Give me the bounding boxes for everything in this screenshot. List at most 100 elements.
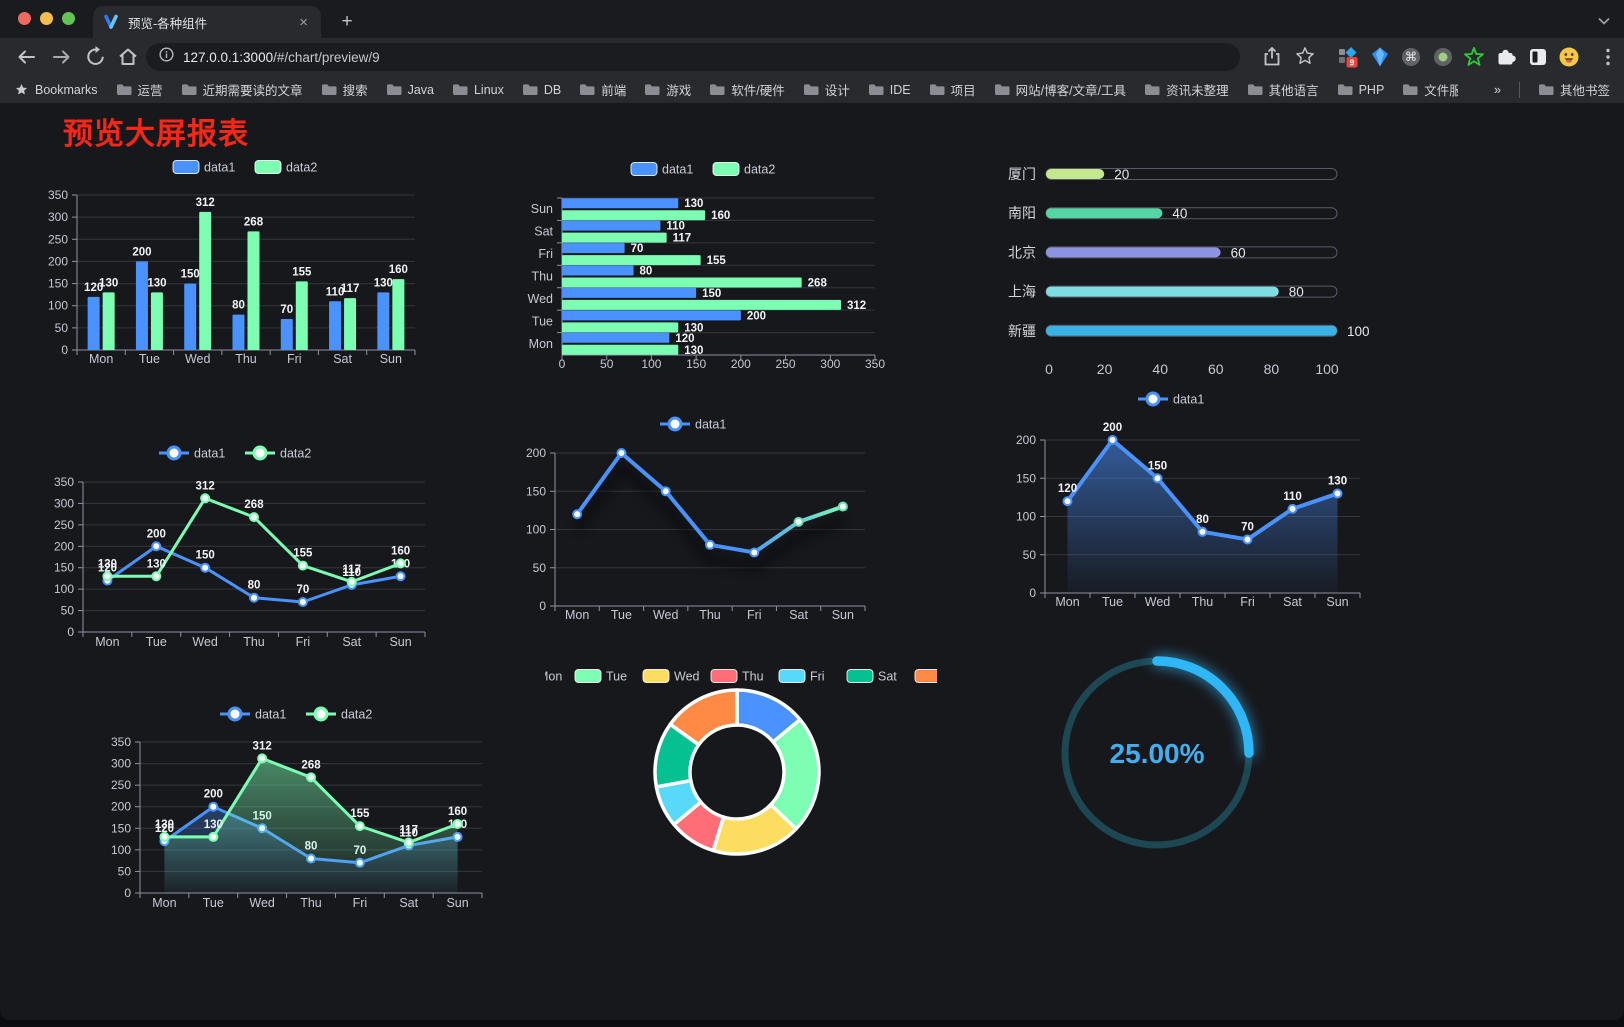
svg-text:250: 250 — [54, 518, 74, 532]
svg-text:117: 117 — [399, 825, 418, 837]
legend-item-data1[interactable]: data1 — [1138, 391, 1204, 407]
other-bookmarks-label: 其他书签 — [1559, 84, 1610, 98]
star-extension-icon[interactable] — [1462, 45, 1486, 69]
svg-text:Thu: Thu — [1192, 595, 1214, 609]
svg-text:155: 155 — [350, 808, 370, 820]
puzzle-extension-icon[interactable] — [1494, 45, 1518, 69]
apps-grid-extension-icon[interactable]: 9 — [1336, 45, 1360, 69]
bookmarks-manager-button[interactable]: Bookmarks — [14, 82, 98, 97]
legend-item-data2[interactable]: data2 — [245, 445, 311, 461]
forward-button[interactable] — [50, 45, 74, 69]
legend-item-Sun[interactable]: Sun — [914, 669, 968, 684]
svg-text:Tue: Tue — [606, 670, 627, 684]
folder-icon — [116, 84, 132, 95]
site-info-icon[interactable] — [158, 46, 175, 68]
svg-text:130: 130 — [374, 277, 393, 289]
window-zoom-button[interactable] — [62, 12, 75, 25]
bookmarks-overflow-button[interactable]: » — [1494, 82, 1501, 97]
legend-item-data1[interactable]: data1 — [220, 706, 286, 722]
bookmark-folder-搜索[interactable]: 搜索 — [321, 80, 368, 99]
svg-text:100: 100 — [111, 843, 131, 857]
tab-close-icon[interactable]: × — [299, 13, 308, 31]
legend-item-data2[interactable]: data2 — [712, 162, 775, 177]
svg-text:110: 110 — [326, 286, 345, 298]
svg-text:300: 300 — [111, 757, 131, 771]
svg-text:300: 300 — [48, 210, 68, 224]
window-close-button[interactable] — [18, 12, 31, 25]
legend-item-Fri[interactable]: Fri — [778, 669, 825, 684]
panel-extension-icon[interactable] — [1526, 45, 1550, 69]
legend-item-Wed[interactable]: Wed — [642, 669, 700, 684]
legend-item-data1[interactable]: data1 — [159, 445, 225, 461]
svg-text:Wed: Wed — [185, 352, 211, 366]
legend-item-data2[interactable]: data2 — [306, 706, 372, 722]
svg-text:120: 120 — [675, 333, 694, 345]
svg-text:Fri: Fri — [538, 247, 553, 261]
browser-tab[interactable]: 预览-各种组件 × — [93, 6, 321, 38]
svg-text:Wed: Wed — [1145, 595, 1171, 609]
tab-strip-chevron-icon[interactable] — [1598, 12, 1610, 30]
bookmark-folder-资讯未整理[interactable]: 资讯未整理 — [1144, 80, 1229, 99]
svg-text:data2: data2 — [341, 708, 372, 722]
bookmark-folder-软件/硬件[interactable]: 软件/硬件 — [709, 80, 785, 99]
legend-item-data2[interactable]: data2 — [254, 160, 317, 175]
recorder-extension-icon[interactable] — [1431, 45, 1455, 69]
new-tab-button[interactable]: + — [341, 11, 353, 32]
share-button[interactable] — [1260, 45, 1284, 69]
svg-text:0: 0 — [67, 625, 74, 639]
svg-text:data1: data1 — [255, 708, 286, 722]
bookmark-folder-Linux[interactable]: Linux — [452, 83, 504, 97]
svg-text:312: 312 — [196, 197, 215, 209]
svg-text:Tue: Tue — [611, 608, 632, 622]
back-button[interactable] — [14, 45, 38, 69]
svg-text:160: 160 — [389, 264, 408, 276]
bookmark-folder-其他语言[interactable]: 其他语言 — [1247, 80, 1319, 99]
legend-item-data1[interactable]: data1 — [630, 162, 693, 177]
bookmark-folder-运营[interactable]: 运营 — [116, 80, 163, 99]
bookmark-folder-近期需要读的文章[interactable]: 近期需要读的文章 — [181, 80, 303, 99]
svg-text:Fri: Fri — [353, 896, 368, 910]
legend-item-Thu[interactable]: Thu — [710, 669, 764, 684]
gem-extension-icon[interactable] — [1368, 45, 1392, 69]
emoji-extension-icon[interactable] — [1557, 45, 1581, 69]
svg-text:350: 350 — [111, 735, 131, 749]
bookmark-star-button[interactable] — [1294, 45, 1318, 69]
svg-text:Fri: Fri — [747, 608, 762, 622]
svg-text:70: 70 — [280, 304, 293, 316]
legend-item-Sat[interactable]: Sat — [846, 669, 897, 684]
bookmark-folder-设计[interactable]: 设计 — [803, 80, 850, 99]
city-progress-bars-chart: 厦门 20 南阳 40 北京 60 上海 80 新疆 100 0 20 40 60 80 100 — [990, 155, 1380, 390]
bookmark-folder-IDE[interactable]: IDE — [868, 83, 911, 97]
svg-text:100: 100 — [1315, 361, 1339, 377]
svg-text:268: 268 — [244, 216, 264, 228]
legend-item-data1[interactable]: data1 — [660, 416, 726, 432]
svg-text:70: 70 — [1241, 521, 1254, 533]
window-minimize-button[interactable] — [40, 12, 53, 25]
bookmark-folder-文件服务器[interactable]: 文件服务器 — [1402, 80, 1458, 99]
bookmark-folder-Java[interactable]: Java — [386, 83, 434, 97]
reload-button[interactable] — [84, 45, 108, 69]
address-bar[interactable]: 127.0.0.1:3000/#/chart/preview/9 — [146, 43, 1240, 71]
svg-text:Thu: Thu — [742, 670, 764, 684]
bookmark-folder-PHP[interactable]: PHP — [1337, 83, 1384, 97]
legend-item-Mon[interactable]: Mon — [506, 669, 562, 684]
donut-slice-Sun[interactable] — [668, 688, 739, 747]
svg-text:Thu: Thu — [300, 896, 322, 910]
svg-text:新疆: 新疆 — [1008, 323, 1036, 339]
two-series-area-chart: data1 data2 0 50 100 150 200 250 300 350 Mon Tue Wed… — [90, 700, 492, 922]
svg-text:130: 130 — [684, 322, 703, 334]
legend-item-data1[interactable]: data1 — [172, 160, 235, 175]
other-bookmarks-button[interactable]: 其他书签 — [1538, 80, 1610, 99]
bookmark-folder-DB[interactable]: DB — [522, 83, 561, 97]
home-button[interactable] — [116, 45, 140, 69]
bookmark-folder-游戏[interactable]: 游戏 — [644, 80, 691, 99]
svg-text:Mon: Mon — [89, 352, 113, 366]
command-extension-icon[interactable]: ⌘ — [1399, 45, 1423, 69]
browser-menu-icon[interactable] — [1596, 45, 1620, 69]
svg-text:100: 100 — [641, 357, 661, 371]
bookmark-folder-网站/博客/文章/工具[interactable]: 网站/博客/文章/工具 — [994, 80, 1126, 99]
legend-item-Tue[interactable]: Tue — [574, 669, 627, 684]
bookmark-folder-前端[interactable]: 前端 — [579, 80, 626, 99]
bookmark-folder-项目[interactable]: 项目 — [929, 80, 976, 99]
svg-text:100: 100 — [526, 523, 546, 537]
